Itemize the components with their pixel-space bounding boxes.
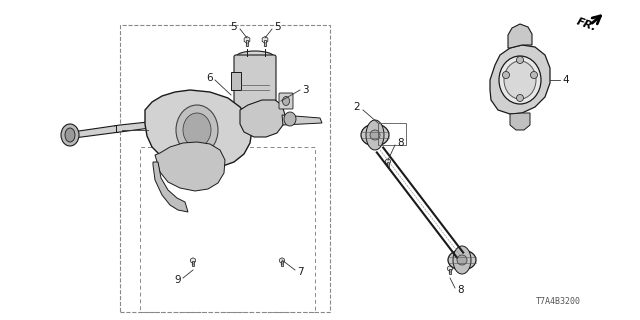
Polygon shape bbox=[282, 115, 322, 125]
Ellipse shape bbox=[61, 124, 79, 146]
Ellipse shape bbox=[233, 108, 277, 122]
Ellipse shape bbox=[176, 105, 218, 155]
Polygon shape bbox=[490, 45, 550, 114]
Text: 8: 8 bbox=[457, 285, 463, 295]
Text: 9: 9 bbox=[174, 275, 181, 285]
Text: 8: 8 bbox=[397, 138, 404, 148]
Circle shape bbox=[502, 71, 509, 78]
Ellipse shape bbox=[457, 255, 467, 265]
Polygon shape bbox=[155, 142, 225, 191]
Text: 6: 6 bbox=[206, 73, 213, 83]
Ellipse shape bbox=[230, 114, 280, 132]
Bar bbox=[387, 162, 388, 166]
Bar bbox=[140, 147, 315, 312]
Ellipse shape bbox=[453, 246, 471, 274]
Text: 7: 7 bbox=[297, 267, 303, 277]
Polygon shape bbox=[508, 24, 532, 48]
FancyBboxPatch shape bbox=[279, 93, 293, 109]
Ellipse shape bbox=[448, 250, 476, 270]
Ellipse shape bbox=[236, 51, 274, 63]
Text: 5: 5 bbox=[274, 22, 280, 32]
Polygon shape bbox=[510, 113, 530, 130]
Ellipse shape bbox=[183, 113, 211, 147]
Ellipse shape bbox=[361, 124, 389, 146]
Bar bbox=[281, 261, 283, 266]
Polygon shape bbox=[153, 162, 188, 212]
Ellipse shape bbox=[504, 61, 536, 99]
FancyBboxPatch shape bbox=[234, 55, 276, 117]
Circle shape bbox=[516, 57, 524, 63]
Polygon shape bbox=[70, 122, 150, 138]
Text: 2: 2 bbox=[353, 102, 360, 112]
Polygon shape bbox=[145, 90, 252, 169]
Circle shape bbox=[531, 71, 538, 78]
Bar bbox=[120, 25, 330, 312]
Ellipse shape bbox=[366, 120, 384, 150]
FancyBboxPatch shape bbox=[231, 72, 241, 90]
Polygon shape bbox=[240, 100, 285, 137]
Text: T7A4B3200: T7A4B3200 bbox=[536, 298, 580, 307]
Ellipse shape bbox=[65, 128, 75, 142]
Text: 5: 5 bbox=[230, 22, 237, 32]
Ellipse shape bbox=[282, 97, 289, 106]
Text: FR.: FR. bbox=[575, 17, 598, 33]
Circle shape bbox=[516, 94, 524, 101]
Bar bbox=[264, 40, 266, 46]
Bar bbox=[378, 123, 406, 145]
Bar bbox=[449, 269, 451, 274]
Ellipse shape bbox=[284, 112, 296, 126]
Bar bbox=[246, 40, 248, 46]
Text: 4: 4 bbox=[562, 75, 568, 85]
Ellipse shape bbox=[370, 130, 380, 140]
Text: 3: 3 bbox=[302, 85, 308, 95]
Ellipse shape bbox=[499, 56, 541, 104]
Text: 1: 1 bbox=[113, 125, 119, 135]
Bar bbox=[192, 261, 194, 266]
